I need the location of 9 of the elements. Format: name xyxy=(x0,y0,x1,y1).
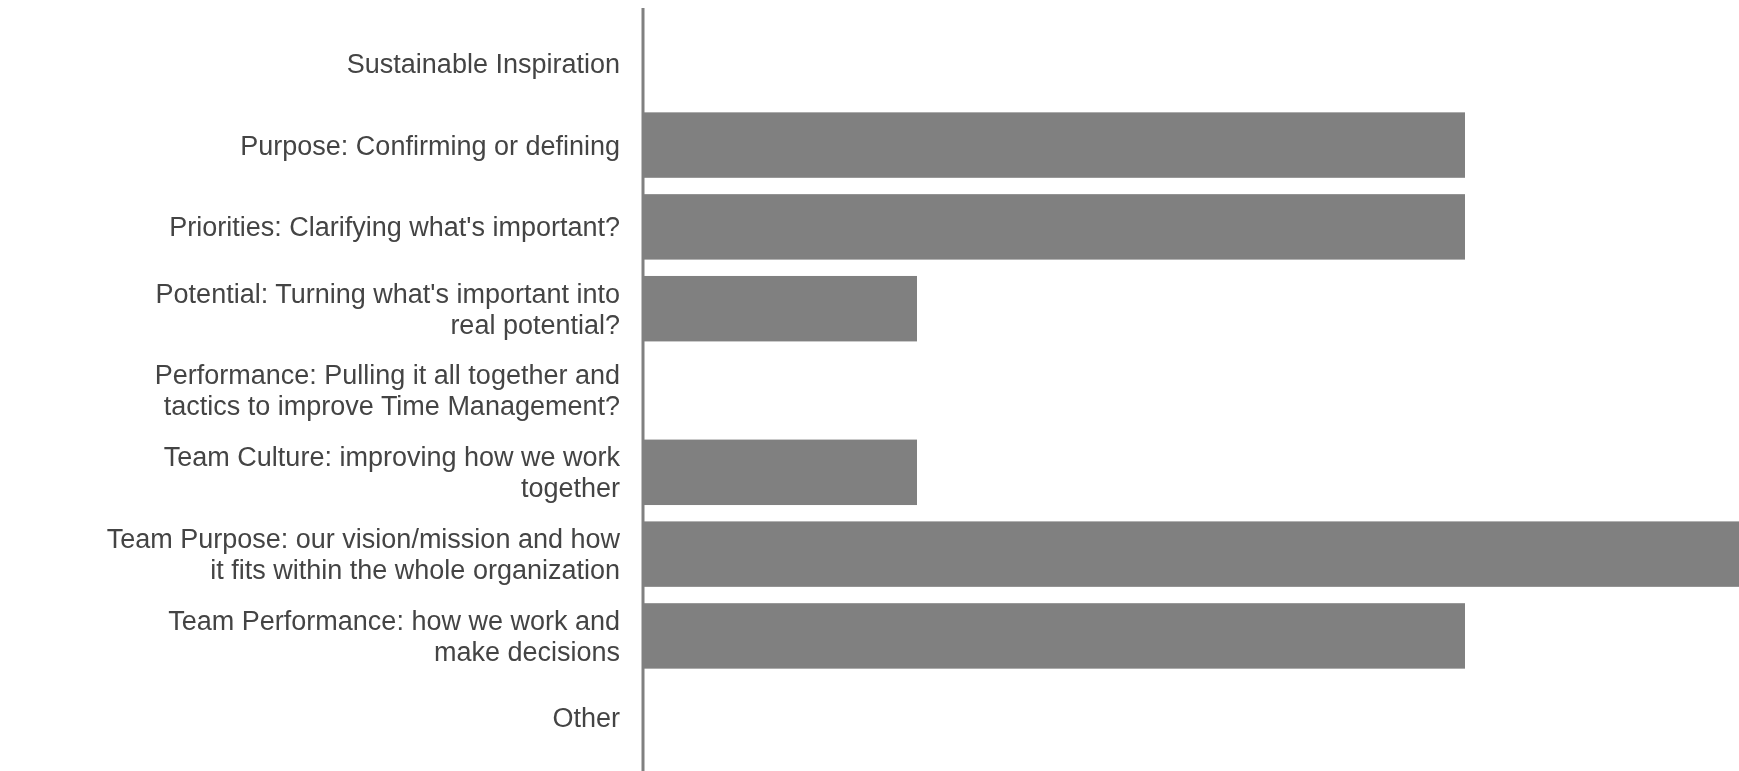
y-tick-label: Team Culture: improving how we work together xyxy=(163,442,621,504)
y-tick-label: Priorities: Clarifying what's important? xyxy=(169,212,620,243)
y-tick-label: Purpose: Confirming or defining xyxy=(240,130,620,161)
y-tick-label: Performance: Pulling it all together and tactics to improve Time Management? xyxy=(154,360,620,422)
y-tick-label: Team Purpose: our vision/mission and how it fits within the whole organization xyxy=(106,524,621,586)
y-tick-label: Other xyxy=(552,703,620,734)
y-tick-label: Team Performance: how we work and make decisions xyxy=(168,605,620,667)
y-tick-label: Potential: Turning what's important into real potential? xyxy=(155,278,620,340)
y-tick-label: Sustainable Inspiration xyxy=(346,48,620,79)
